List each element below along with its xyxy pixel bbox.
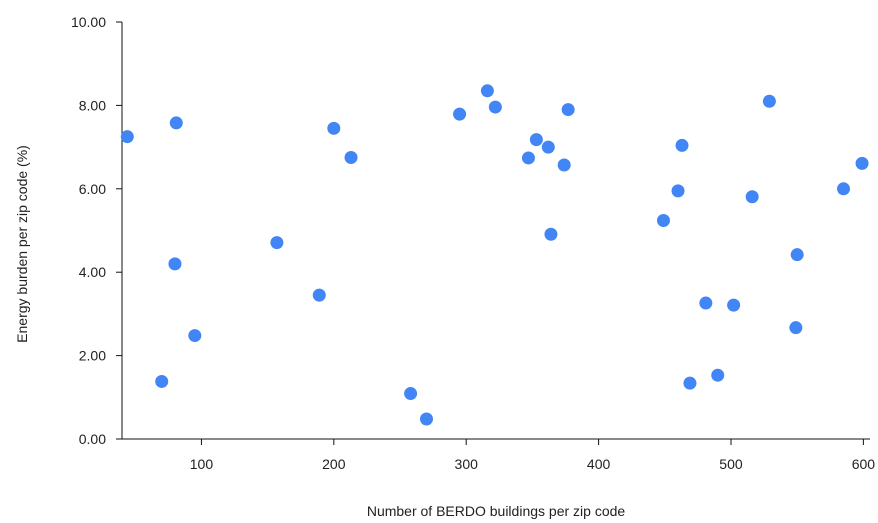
data-point bbox=[541, 140, 555, 154]
x-axis-title: Number of BERDO buildings per zip code bbox=[367, 503, 626, 519]
y-tick-label: 4.00 bbox=[79, 264, 106, 280]
data-point bbox=[169, 116, 183, 130]
x-tick-label: 300 bbox=[455, 456, 479, 472]
data-point bbox=[168, 257, 182, 271]
data-point bbox=[120, 130, 134, 144]
data-point bbox=[544, 227, 558, 241]
data-point bbox=[312, 288, 326, 302]
y-axis-title: Energy burden per zip code (%) bbox=[14, 145, 30, 343]
x-tick-label: 500 bbox=[719, 456, 743, 472]
data-point bbox=[656, 213, 670, 227]
data-point bbox=[745, 190, 759, 204]
data-point bbox=[404, 387, 418, 401]
data-point bbox=[561, 103, 575, 117]
data-point bbox=[557, 158, 571, 172]
y-axis-ticks: 0.00 2.00 4.00 6.00 8.00 10.00 bbox=[71, 14, 122, 447]
x-tick-label: 100 bbox=[190, 456, 214, 472]
data-points bbox=[120, 84, 869, 426]
data-point bbox=[762, 94, 776, 108]
y-tick-label: 8.00 bbox=[79, 97, 106, 113]
data-point bbox=[711, 368, 725, 382]
x-tick-label: 200 bbox=[322, 456, 346, 472]
data-point bbox=[327, 121, 341, 135]
data-point bbox=[855, 156, 869, 170]
data-point bbox=[188, 329, 202, 343]
data-point bbox=[727, 298, 741, 312]
data-point bbox=[521, 151, 535, 165]
data-point bbox=[675, 138, 689, 152]
data-point bbox=[488, 100, 502, 114]
plot-area: 0.00 2.00 4.00 6.00 8.00 10.00 100 200 300 400 50… bbox=[71, 14, 875, 472]
data-point bbox=[789, 321, 803, 335]
data-point bbox=[529, 133, 543, 147]
y-tick-label: 2.00 bbox=[79, 348, 106, 364]
x-axis-ticks: 100 200 300 400 500 600 bbox=[190, 439, 876, 472]
y-tick-label: 10.00 bbox=[71, 14, 106, 30]
data-point bbox=[683, 376, 697, 390]
data-point bbox=[270, 236, 284, 250]
data-point bbox=[155, 374, 169, 388]
data-point bbox=[419, 412, 433, 426]
y-tick-label: 0.00 bbox=[79, 431, 106, 447]
data-point bbox=[344, 151, 358, 165]
data-point bbox=[453, 107, 467, 121]
x-tick-label: 400 bbox=[587, 456, 611, 472]
y-tick-label: 6.00 bbox=[79, 181, 106, 197]
data-point bbox=[837, 182, 851, 196]
data-point bbox=[480, 84, 494, 98]
x-tick-label: 600 bbox=[852, 456, 876, 472]
data-point bbox=[671, 184, 685, 198]
data-point bbox=[790, 248, 804, 262]
data-point bbox=[699, 296, 713, 310]
